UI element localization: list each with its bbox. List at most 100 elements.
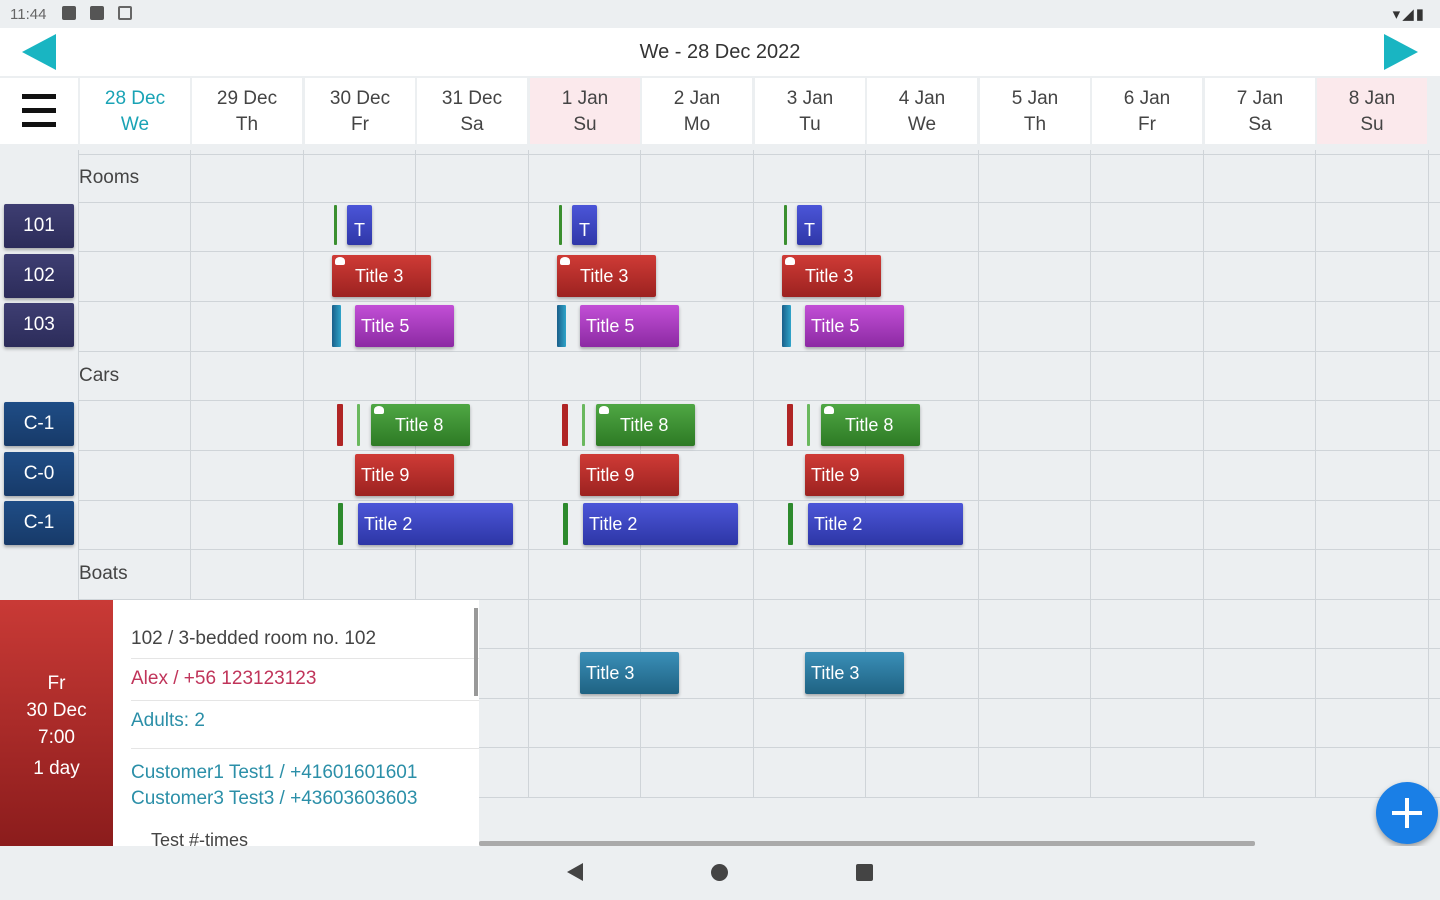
booking-customer-1[interactable]: Customer1 Test1 / +41601601601 <box>131 762 418 783</box>
current-date-title[interactable]: We - 28 Dec 2022 <box>639 41 801 63</box>
arrow-right-icon[interactable] <box>1384 34 1418 70</box>
day-weekday: We <box>120 114 150 135</box>
grid-line <box>78 202 1440 203</box>
add-booking-button[interactable] <box>1376 782 1438 844</box>
event-marker <box>562 404 568 446</box>
grid-line <box>978 150 979 798</box>
event-title-9[interactable]: Title 9 <box>580 454 679 496</box>
event-title-5[interactable]: Title 5 <box>805 305 904 347</box>
clipboard-icon <box>118 6 132 20</box>
grid-line <box>78 500 1440 501</box>
day-header-5-jan[interactable]: 5 Jan Th <box>980 78 1090 144</box>
horizontal-scrollbar[interactable] <box>479 841 1255 846</box>
event-title-3-boat[interactable]: Title 3 <box>805 652 904 694</box>
home-icon[interactable] <box>711 864 728 881</box>
day-header-7-jan[interactable]: 7 Jan Sa <box>1205 78 1315 144</box>
resource-car-c1-second[interactable]: C-1 <box>4 501 74 545</box>
grid-line <box>78 301 1440 302</box>
grid-line <box>303 150 304 798</box>
person-icon <box>599 406 609 414</box>
day-header-1-jan[interactable]: 1 Jan Su <box>530 78 640 144</box>
day-date: 3 Jan <box>786 88 834 109</box>
day-header-31-dec[interactable]: 31 Dec Sa <box>417 78 527 144</box>
day-header-29-dec[interactable]: 29 Dec Th <box>192 78 302 144</box>
event-marker <box>338 503 343 545</box>
day-date: 31 Dec <box>441 88 503 109</box>
day-date: 29 Dec <box>216 88 278 109</box>
event-title-8[interactable]: Title 8 <box>596 404 695 446</box>
recents-icon[interactable] <box>856 864 873 881</box>
event-label: Title 8 <box>620 415 669 435</box>
day-weekday: Su <box>573 114 597 135</box>
grid-line <box>78 698 1440 699</box>
event-marker <box>788 503 793 545</box>
resource-room-102[interactable]: 102 <box>4 254 74 298</box>
booking-customer-3[interactable]: Customer3 Test3 / +43603603603 <box>131 788 418 809</box>
event-title-2[interactable]: Title 2 <box>358 503 513 545</box>
booking-date-block[interactable]: Fr 30 Dec 7:00 1 day <box>0 600 113 846</box>
day-date: 5 Jan <box>1011 88 1059 109</box>
day-date: 2 Jan <box>673 88 721 109</box>
event-t[interactable]: T <box>797 205 822 245</box>
section-cars: Cars <box>79 365 120 386</box>
grid-line <box>78 599 1440 600</box>
day-weekday: Fr <box>1138 114 1156 135</box>
day-header-30-dec[interactable]: 30 Dec Fr <box>305 78 415 144</box>
event-title-2[interactable]: Title 2 <box>583 503 738 545</box>
person-icon <box>785 257 795 265</box>
status-time: 11:44 <box>10 6 47 23</box>
booking-time: 7:00 <box>38 727 75 748</box>
booking-date: 30 Dec <box>26 700 87 721</box>
event-title-5[interactable]: Title 5 <box>355 305 454 347</box>
day-weekday: Su <box>1360 114 1384 135</box>
day-header-28-dec[interactable]: 28 Dec We <box>80 78 190 144</box>
event-title-2[interactable]: Title 2 <box>808 503 963 545</box>
arrow-left-icon[interactable] <box>22 34 56 70</box>
resource-room-101[interactable]: 101 <box>4 204 74 248</box>
event-label: Title 3 <box>805 266 854 286</box>
hamburger-icon-bar <box>22 108 56 113</box>
day-header-4-jan[interactable]: 4 Jan We <box>867 78 977 144</box>
grid-line <box>78 549 1440 550</box>
event-marker <box>559 205 562 245</box>
event-title-5[interactable]: Title 5 <box>580 305 679 347</box>
person-icon <box>824 406 834 414</box>
resource-car-c1[interactable]: C-1 <box>4 402 74 446</box>
event-title-9[interactable]: Title 9 <box>355 454 454 496</box>
notification-icon <box>62 6 76 20</box>
grid-line <box>1203 150 1204 798</box>
hamburger-icon <box>22 94 56 99</box>
event-t[interactable]: T <box>572 205 597 245</box>
event-t[interactable]: T <box>347 205 372 245</box>
grid-line <box>1315 150 1316 798</box>
day-header-8-jan[interactable]: 8 Jan Su <box>1317 78 1427 144</box>
resource-room-103[interactable]: 103 <box>4 303 74 347</box>
event-title-8[interactable]: Title 8 <box>821 404 920 446</box>
grid-line <box>78 251 1440 252</box>
divider <box>131 700 479 701</box>
booking-detail-panel[interactable]: 102 / 3-bedded room no. 102 Alex / +56 1… <box>113 600 479 846</box>
event-marker <box>334 205 337 245</box>
back-icon[interactable] <box>567 863 583 881</box>
status-bar: 11:44 ▾◢▮ <box>0 0 1440 28</box>
event-title-9[interactable]: Title 9 <box>805 454 904 496</box>
event-title-3[interactable]: Title 3 <box>557 255 656 297</box>
day-header-3-jan[interactable]: 3 Jan Tu <box>755 78 865 144</box>
day-header-6-jan[interactable]: 6 Jan Fr <box>1092 78 1202 144</box>
event-title-3[interactable]: Title 3 <box>782 255 881 297</box>
event-title-3[interactable]: Title 3 <box>332 255 431 297</box>
booking-contact[interactable]: Alex / +56 123123123 <box>131 668 317 689</box>
menu-button[interactable] <box>0 78 78 144</box>
grid-line <box>78 450 1440 451</box>
day-date: 4 Jan <box>898 88 946 109</box>
day-header-2-jan[interactable]: 2 Jan Mo <box>642 78 752 144</box>
grid-line <box>78 400 1440 401</box>
event-label: Title 3 <box>355 266 404 286</box>
event-title-3-boat[interactable]: Title 3 <box>580 652 679 694</box>
booking-duration: 1 day <box>33 758 80 779</box>
day-date: 8 Jan <box>1348 88 1396 109</box>
detail-scrollbar[interactable] <box>474 608 478 696</box>
resource-car-c0[interactable]: C-0 <box>4 452 74 496</box>
grid-line <box>78 351 1440 352</box>
event-title-8[interactable]: Title 8 <box>371 404 470 446</box>
